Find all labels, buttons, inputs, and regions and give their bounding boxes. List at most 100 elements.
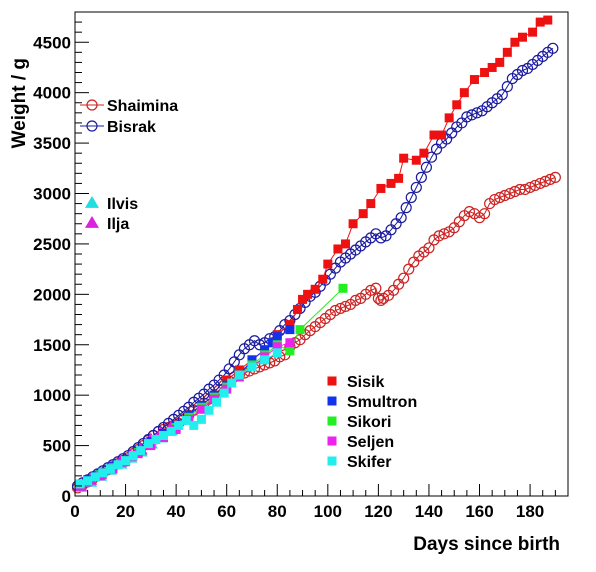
data-point	[375, 294, 387, 306]
data-point	[329, 304, 342, 317]
data-point	[318, 274, 328, 284]
x-tick-label: 180	[516, 502, 544, 521]
data-point	[196, 404, 206, 414]
data-point	[547, 42, 559, 54]
legend-marker	[327, 456, 337, 466]
y-tick-label: 2000	[33, 285, 71, 304]
legend-upper-left: Ilvis Ilja	[85, 196, 138, 233]
data-point	[292, 304, 302, 314]
data-point	[370, 282, 382, 294]
data-point	[260, 355, 270, 365]
legend-marker	[85, 216, 99, 228]
data-point	[113, 460, 123, 470]
data-point	[386, 178, 396, 188]
data-point	[136, 446, 146, 456]
data-point	[358, 209, 368, 219]
legend-label: Smultron	[347, 394, 417, 411]
data-point	[399, 153, 409, 163]
data-point	[461, 111, 473, 123]
data-point	[189, 420, 199, 430]
data-point	[196, 414, 206, 424]
data-point	[227, 378, 237, 388]
legend-marker	[327, 436, 337, 446]
x-tick-label: 160	[465, 502, 493, 521]
data-point	[517, 32, 527, 42]
data-point	[438, 228, 450, 240]
legend-label: Ilvis	[107, 196, 138, 213]
data-point	[98, 468, 108, 478]
data-point	[405, 191, 417, 204]
x-tick-label: 60	[217, 502, 236, 521]
data-point	[310, 284, 320, 294]
legend-top-left: Shaimina Bisrak	[80, 98, 178, 136]
data-point	[429, 130, 439, 140]
data-point	[204, 405, 214, 415]
data-point	[433, 230, 445, 242]
data-point	[339, 300, 352, 313]
legend-entry-ilvis: Ilvis	[85, 196, 138, 213]
data-point	[285, 338, 295, 348]
data-point	[478, 208, 491, 220]
legend-marker	[86, 120, 98, 132]
data-point	[151, 435, 161, 445]
data-point	[372, 292, 384, 304]
data-point	[350, 294, 362, 306]
data-point	[437, 130, 447, 140]
legend-label: Shaimina	[107, 98, 178, 115]
data-point	[495, 57, 505, 67]
data-point	[253, 339, 266, 351]
data-point	[375, 232, 387, 244]
data-point	[260, 345, 270, 355]
data-point	[247, 355, 257, 365]
data-point	[285, 325, 295, 335]
legend-label: Bisrak	[107, 119, 156, 136]
series-sisik	[222, 15, 553, 385]
data-point	[420, 161, 433, 173]
data-point	[452, 100, 462, 110]
data-point	[489, 193, 501, 206]
y-tick-label: 3000	[33, 185, 71, 204]
data-point	[83, 476, 93, 486]
data-point	[471, 107, 483, 119]
data-point	[285, 320, 295, 330]
data-point	[535, 17, 545, 27]
y-tick-label: 2500	[33, 235, 71, 254]
x-tick-label: 80	[268, 502, 287, 521]
data-point	[463, 206, 475, 218]
data-point	[519, 183, 531, 196]
data-point	[234, 365, 244, 375]
data-point	[516, 64, 529, 77]
y-tick-label: 1500	[33, 336, 71, 355]
data-point	[502, 47, 512, 57]
data-point	[466, 109, 478, 121]
data-point	[267, 338, 277, 348]
y-tick-label: 4500	[33, 33, 71, 52]
y-tick-label: 3500	[33, 134, 71, 153]
data-point	[323, 259, 333, 269]
data-point	[75, 479, 85, 489]
legend-entry-ilja: Ilja	[85, 216, 129, 233]
data-point	[219, 388, 229, 398]
data-point	[295, 325, 305, 335]
legend-label: Sikori	[347, 414, 391, 431]
legend-marker	[327, 396, 337, 406]
data-point	[528, 27, 538, 37]
data-point	[365, 284, 377, 296]
data-point	[181, 415, 191, 425]
data-point	[376, 183, 386, 193]
legend-marker	[327, 416, 337, 426]
data-point	[423, 242, 435, 254]
legend-label: Seljen	[347, 434, 394, 451]
y-tick-label: 500	[43, 437, 71, 456]
data-point	[411, 155, 421, 165]
legend-marker	[86, 99, 98, 111]
legend-marker	[327, 376, 337, 386]
data-point	[121, 456, 131, 466]
data-point	[510, 37, 520, 47]
legend-label: Sisik	[347, 374, 384, 391]
data-point	[394, 173, 404, 183]
data-point	[174, 420, 184, 430]
data-point	[496, 89, 508, 101]
data-point	[487, 62, 497, 72]
